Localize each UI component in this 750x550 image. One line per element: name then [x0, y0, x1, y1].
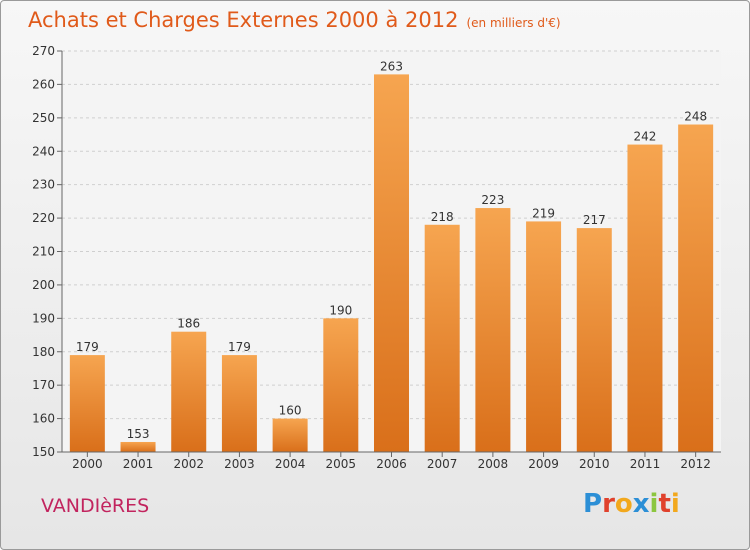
x-tick-label: 2004 — [275, 457, 306, 471]
logo-letter: i — [649, 489, 659, 519]
bar-value-label: 248 — [684, 110, 707, 124]
logo-letter: r — [602, 489, 615, 519]
y-tick-label: 150 — [32, 445, 55, 459]
logo-letter: P — [583, 489, 603, 519]
bars-layer: 179 153 186 179 160 190 263 218 223 219 217 242 248 — [69, 59, 714, 453]
x-tick-label: 2010 — [579, 457, 610, 471]
y-tick-label: 250 — [32, 111, 55, 125]
bar-value-label: 218 — [431, 210, 454, 224]
bar — [120, 441, 156, 452]
bar — [576, 228, 612, 452]
bar — [171, 331, 207, 452]
y-tick-label: 170 — [32, 378, 55, 392]
bar — [272, 418, 308, 452]
logo-letter: i — [670, 489, 680, 519]
chart-subtitle: (en milliers d'€) — [466, 16, 561, 30]
x-tick-label: 2001 — [123, 457, 154, 471]
bar-value-label: 242 — [634, 130, 657, 144]
x-tick-label: 2006 — [376, 457, 407, 471]
bar-value-label: 217 — [583, 213, 606, 227]
bar-value-label: 263 — [380, 59, 403, 73]
y-tick-label: 160 — [32, 412, 55, 426]
logo-letter: o — [614, 489, 633, 519]
x-tick-label: 2011 — [630, 457, 661, 471]
proxiti-logo: Proxiti — [583, 489, 680, 519]
y-tick-label: 210 — [32, 245, 55, 259]
bar-value-label: 179 — [228, 340, 251, 354]
bar — [374, 74, 409, 453]
x-tick-label: 2005 — [326, 457, 357, 471]
x-tick-label: 2008 — [478, 457, 509, 471]
y-tick-label: 230 — [32, 178, 55, 192]
y-tick-label: 260 — [32, 77, 55, 91]
x-tick-label: 2007 — [427, 457, 458, 471]
chart-title: Achats et Charges Externes 2000 à 2012 (e… — [28, 8, 561, 32]
y-tick-label: 190 — [32, 311, 55, 325]
logo-letter: x — [632, 489, 650, 519]
bar — [678, 124, 714, 453]
bar — [627, 144, 663, 453]
axes-layer: 150 160 170 180 190 200 210 220 230 240 250 260 270 2… — [32, 44, 721, 471]
y-tick-label: 220 — [32, 211, 55, 225]
bar-value-label: 190 — [329, 303, 352, 317]
bar-value-label: 219 — [532, 206, 555, 220]
bar — [475, 208, 511, 452]
bar-value-label: 179 — [76, 340, 99, 354]
y-tick-label: 180 — [32, 345, 55, 359]
y-tick-label: 270 — [32, 44, 55, 58]
bar-value-label: 160 — [279, 404, 302, 418]
commune-name: VANDIèRES — [41, 495, 150, 517]
x-tick-label: 2003 — [224, 457, 255, 471]
x-tick-label: 2009 — [528, 457, 559, 471]
bar — [69, 355, 105, 452]
x-tick-label: 2002 — [173, 457, 204, 471]
x-tick-label: 2012 — [680, 457, 711, 471]
bar — [221, 355, 257, 452]
x-tick-label: 2000 — [72, 457, 103, 471]
y-tick-label: 240 — [32, 144, 55, 158]
bar-value-label: 223 — [481, 193, 504, 207]
bar — [424, 224, 460, 452]
logo-letter: t — [658, 489, 671, 519]
bar-value-label: 153 — [127, 427, 150, 441]
chart-title-text: Achats et Charges Externes 2000 à 2012 — [28, 8, 459, 32]
y-tick-label: 200 — [32, 278, 55, 292]
bar-value-label: 186 — [177, 317, 200, 331]
bar — [323, 318, 359, 452]
bar — [526, 221, 562, 452]
